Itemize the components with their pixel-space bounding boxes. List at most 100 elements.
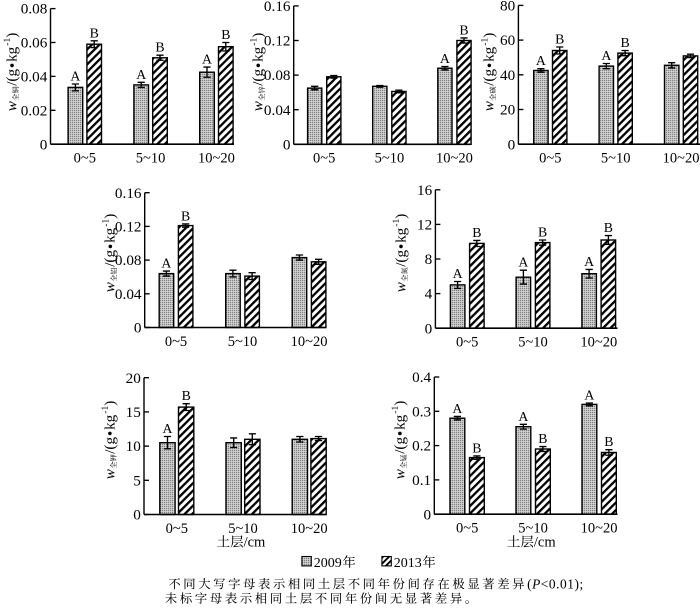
svg-text:/(g: /(g — [102, 250, 119, 267]
svg-text:5: 5 — [133, 472, 141, 489]
svg-text:w: w — [392, 281, 409, 292]
svg-text:4: 4 — [425, 286, 433, 303]
svg-text:kg: kg — [250, 46, 267, 62]
svg-text:0.02: 0.02 — [21, 102, 48, 119]
svg-text:A: A — [452, 401, 462, 416]
svg-text:0~5: 0~5 — [165, 334, 187, 350]
svg-text:5~10: 5~10 — [228, 521, 258, 537]
svg-text:<0.01);: <0.01); — [541, 576, 584, 591]
svg-text:0: 0 — [424, 506, 432, 523]
svg-text:B: B — [538, 431, 547, 446]
svg-text:10~20: 10~20 — [436, 151, 473, 167]
svg-text:5~10: 5~10 — [228, 334, 258, 350]
svg-text:A: A — [202, 52, 212, 67]
svg-text:12: 12 — [417, 217, 432, 234]
svg-text:A: A — [601, 48, 611, 63]
svg-text:/(g: /(g — [101, 437, 118, 454]
svg-text:A: A — [584, 254, 594, 269]
svg-text:40: 40 — [500, 67, 516, 84]
svg-text:-1: -1 — [391, 219, 402, 227]
svg-text:B: B — [604, 434, 613, 449]
svg-text:/cm: /cm — [244, 535, 266, 551]
svg-text:20: 20 — [126, 370, 142, 387]
svg-text:P: P — [531, 576, 541, 591]
svg-text:kg: kg — [101, 414, 118, 430]
svg-text:0.08: 0.08 — [264, 67, 291, 84]
svg-text:0.06: 0.06 — [21, 35, 48, 52]
svg-text:-1: -1 — [390, 406, 401, 414]
svg-text:w: w — [391, 468, 408, 479]
svg-text:/cm: /cm — [534, 535, 556, 551]
svg-text:0.12: 0.12 — [115, 219, 142, 236]
svg-text:0: 0 — [425, 320, 433, 337]
svg-text:0.2: 0.2 — [412, 438, 431, 455]
svg-text:-1: -1 — [480, 38, 491, 46]
svg-text:0: 0 — [508, 136, 516, 153]
svg-text:0~5: 0~5 — [456, 521, 478, 537]
svg-text:A: A — [518, 255, 528, 270]
svg-text:(: ( — [527, 576, 532, 591]
svg-text:A: A — [536, 53, 546, 68]
svg-text:/(g: /(g — [3, 69, 20, 86]
svg-text:w: w — [101, 468, 118, 479]
svg-text:0.16: 0.16 — [264, 0, 291, 15]
svg-text:A: A — [518, 409, 528, 424]
svg-text:0.04: 0.04 — [115, 286, 142, 303]
svg-text:B: B — [155, 40, 164, 55]
svg-text:0.12: 0.12 — [264, 33, 291, 50]
svg-text:kg: kg — [481, 46, 498, 62]
svg-text:8: 8 — [425, 251, 433, 268]
svg-text:10~20: 10~20 — [581, 521, 618, 537]
svg-text:0.08: 0.08 — [115, 252, 142, 269]
svg-text:B: B — [472, 440, 481, 455]
svg-text:20: 20 — [500, 102, 516, 119]
svg-text:A: A — [136, 67, 146, 82]
svg-text:5~10: 5~10 — [518, 335, 548, 351]
svg-text:0~5: 0~5 — [456, 335, 478, 351]
svg-text:/(g: /(g — [392, 250, 409, 267]
svg-text:B: B — [555, 32, 564, 47]
svg-text:B: B — [604, 220, 613, 235]
svg-text:kg: kg — [392, 227, 409, 243]
svg-text:10: 10 — [126, 438, 142, 455]
svg-text:/(g: /(g — [250, 69, 267, 86]
svg-text:0.04: 0.04 — [264, 102, 291, 119]
svg-text:5~10: 5~10 — [518, 521, 548, 537]
svg-text:0.08: 0.08 — [21, 1, 48, 18]
svg-text:10~20: 10~20 — [291, 521, 328, 537]
svg-text:10~20: 10~20 — [580, 335, 617, 351]
svg-text:5~10: 5~10 — [375, 151, 405, 167]
svg-text:): ) — [250, 33, 267, 38]
svg-text:B: B — [459, 22, 468, 37]
svg-text:0.3: 0.3 — [412, 403, 431, 420]
svg-text:10~20: 10~20 — [291, 334, 328, 350]
svg-text:A: A — [440, 51, 450, 66]
svg-text:B: B — [620, 35, 629, 50]
svg-text:5~10: 5~10 — [136, 151, 166, 167]
svg-text:0: 0 — [283, 136, 291, 153]
svg-text:0~5: 0~5 — [313, 151, 335, 167]
svg-text:0~5: 0~5 — [74, 151, 96, 167]
svg-text:): ) — [3, 33, 20, 38]
svg-text:0: 0 — [133, 507, 141, 524]
svg-text:): ) — [391, 401, 408, 406]
svg-text:): ) — [481, 33, 498, 38]
svg-text:0.04: 0.04 — [21, 69, 48, 86]
svg-text:kg: kg — [102, 227, 119, 243]
svg-text:A: A — [161, 256, 171, 271]
svg-text:15: 15 — [126, 404, 141, 421]
svg-text:): ) — [102, 214, 119, 219]
svg-text:w: w — [3, 100, 20, 111]
svg-text:B: B — [182, 388, 191, 403]
svg-text:0: 0 — [134, 320, 142, 337]
svg-text:-1: -1 — [248, 38, 259, 46]
svg-text:/(g: /(g — [481, 69, 498, 86]
svg-text:kg: kg — [3, 46, 20, 62]
svg-text:0.16: 0.16 — [115, 185, 142, 202]
svg-text:80: 80 — [500, 0, 516, 15]
svg-text:): ) — [392, 214, 409, 219]
svg-text:A: A — [584, 388, 594, 403]
svg-text:0~5: 0~5 — [166, 521, 188, 537]
svg-text:2009: 2009 — [314, 556, 342, 571]
svg-text:10~20: 10~20 — [663, 151, 700, 167]
